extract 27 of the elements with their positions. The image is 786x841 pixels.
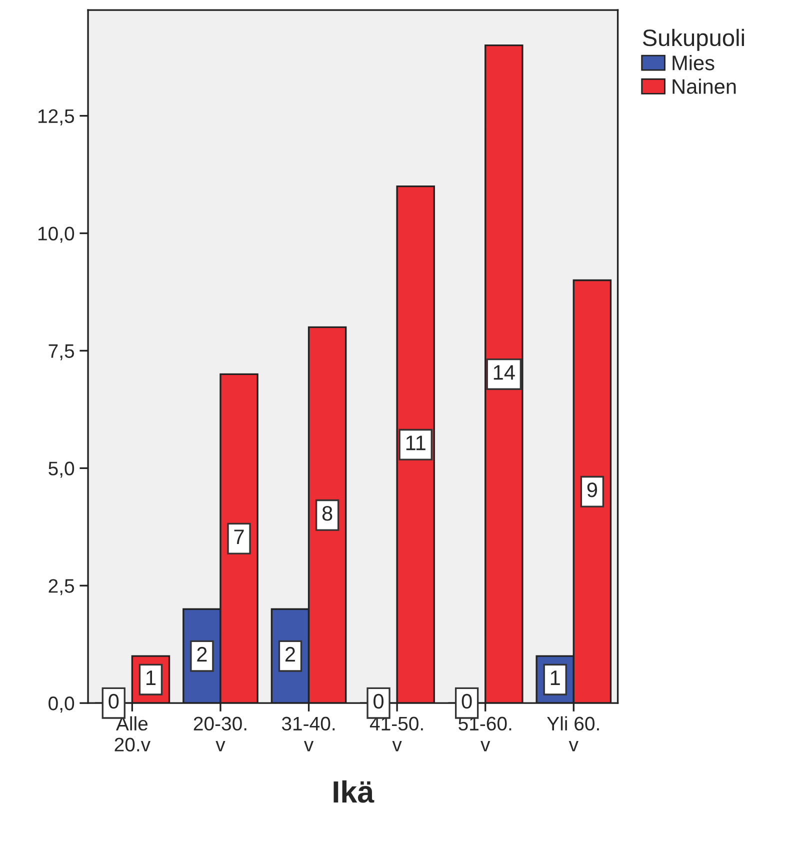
y-tick-label: 12,5 bbox=[38, 109, 74, 126]
x-tick-label: 20-30. v bbox=[194, 716, 246, 752]
data-label: 7 bbox=[234, 530, 244, 544]
x-axis-title: Ikä bbox=[334, 780, 374, 803]
x-tick-label: 41-50. v bbox=[370, 716, 423, 752]
data-label: 14 bbox=[494, 365, 515, 380]
data-label: 1 bbox=[550, 670, 560, 685]
data-label: 9 bbox=[587, 482, 597, 498]
legend-title: Sukupuoli bbox=[642, 28, 744, 51]
y-tick-label: 2,5 bbox=[48, 579, 74, 596]
legend-label: Mies bbox=[672, 55, 714, 70]
legend-label: Nainen bbox=[672, 78, 736, 94]
x-tick-label: Yli 60. v bbox=[547, 716, 599, 752]
data-label: 0 bbox=[108, 694, 119, 709]
y-tick-label: 5,0 bbox=[48, 462, 74, 478]
y-tick-label: 7,5 bbox=[48, 344, 74, 360]
x-tick-label: Alle 20.v bbox=[114, 716, 150, 752]
data-label: 2 bbox=[285, 646, 295, 662]
data-label: 11 bbox=[406, 436, 426, 450]
data-label: 1 bbox=[146, 670, 156, 685]
x-tick-label: 31-40. v bbox=[282, 716, 335, 752]
data-label: 0 bbox=[462, 694, 472, 709]
data-label: 2 bbox=[197, 646, 207, 662]
y-tick-label: 0,0 bbox=[48, 696, 74, 713]
y-tick-label: 10,0 bbox=[38, 226, 74, 243]
data-label: 0 bbox=[374, 694, 384, 709]
data-label: 8 bbox=[322, 506, 332, 521]
